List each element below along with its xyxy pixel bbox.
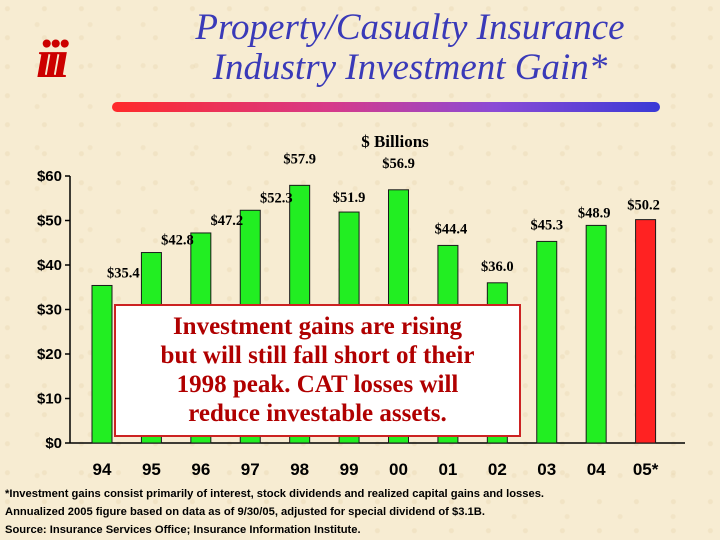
y-tick-label: $0 xyxy=(45,435,62,452)
page-title: Property/Casualty Insurance Industry Inv… xyxy=(130,8,690,88)
annotation-line-2: but will still fall short of their xyxy=(160,342,475,369)
bar-value-label: $47.2 xyxy=(211,213,244,229)
footnote-line-1: *Investment gains consist primarily of i… xyxy=(5,488,545,500)
bar-03 xyxy=(536,240,558,444)
x-tick-label: 97 xyxy=(241,460,260,479)
chart-unit-label: $ Billions xyxy=(361,132,429,151)
bar-value-label: $56.9 xyxy=(382,156,415,172)
chart-x-tick-labels: 94 95 96 97 98 99 00 01 02 03 04 05* xyxy=(93,460,659,479)
footnote-line-3: Source: Insurance Services Office; Insur… xyxy=(5,524,361,536)
y-tick-label: $50 xyxy=(37,213,62,230)
chart-value-labels: $35.4 $42.8 $47.2 $52.3 $57.9 $51.9 $56.9 $44.4… xyxy=(107,151,660,281)
x-tick-label: 01 xyxy=(438,460,457,479)
chart-y-tick-labels: $0 $10 $20 $30 $40 $50 $60 xyxy=(37,168,62,452)
bar-value-label: $51.9 xyxy=(333,190,366,206)
bar-value-label: $35.4 xyxy=(107,265,140,281)
bar-94 xyxy=(91,284,113,444)
bar-value-label: $50.2 xyxy=(627,198,660,214)
annotation-line-4: reduce investable assets. xyxy=(188,400,447,427)
y-tick-label: $20 xyxy=(37,346,62,363)
annotation-box: Investment gains are rising but will sti… xyxy=(114,304,521,437)
x-tick-label: 98 xyxy=(290,460,309,479)
chart-axes xyxy=(65,175,685,444)
y-tick-label: $40 xyxy=(37,257,62,274)
x-tick-label: 99 xyxy=(340,460,359,479)
bar-value-label: $36.0 xyxy=(481,259,514,275)
y-tick-label: $60 xyxy=(37,168,62,185)
bar-value-label: $52.3 xyxy=(260,190,293,206)
x-tick-label: 96 xyxy=(191,460,210,479)
y-tick-label: $30 xyxy=(37,302,62,319)
x-tick-label: 94 xyxy=(93,460,112,479)
bar-value-label: $48.9 xyxy=(578,205,611,221)
annotation-line-3: 1998 peak. CAT losses will xyxy=(176,371,459,398)
bar-04 xyxy=(585,224,607,444)
footnote-line-2: Annualized 2005 figure based on data as … xyxy=(5,506,485,518)
x-tick-label: 05* xyxy=(633,460,659,479)
footnote: *Investment gains consist primarily of i… xyxy=(5,485,717,539)
y-tick-label: $10 xyxy=(37,391,62,408)
title-underline xyxy=(112,102,660,112)
bar-value-label: $44.4 xyxy=(435,221,468,237)
bar-05 xyxy=(635,219,657,444)
x-tick-label: 03 xyxy=(537,460,556,479)
title-line-2: Industry Investment Gain* xyxy=(212,47,608,88)
x-tick-label: 04 xyxy=(587,460,606,479)
bar-value-label: $42.8 xyxy=(161,233,194,249)
x-tick-label: 00 xyxy=(389,460,408,479)
annotation-line-1: Investment gains are rising xyxy=(172,313,463,340)
x-tick-label: 95 xyxy=(142,460,161,479)
bar-value-label: $45.3 xyxy=(530,217,563,233)
bar-value-label: $57.9 xyxy=(283,151,316,167)
title-line-1: Property/Casualty Insurance xyxy=(195,7,625,48)
x-tick-label: 02 xyxy=(488,460,507,479)
